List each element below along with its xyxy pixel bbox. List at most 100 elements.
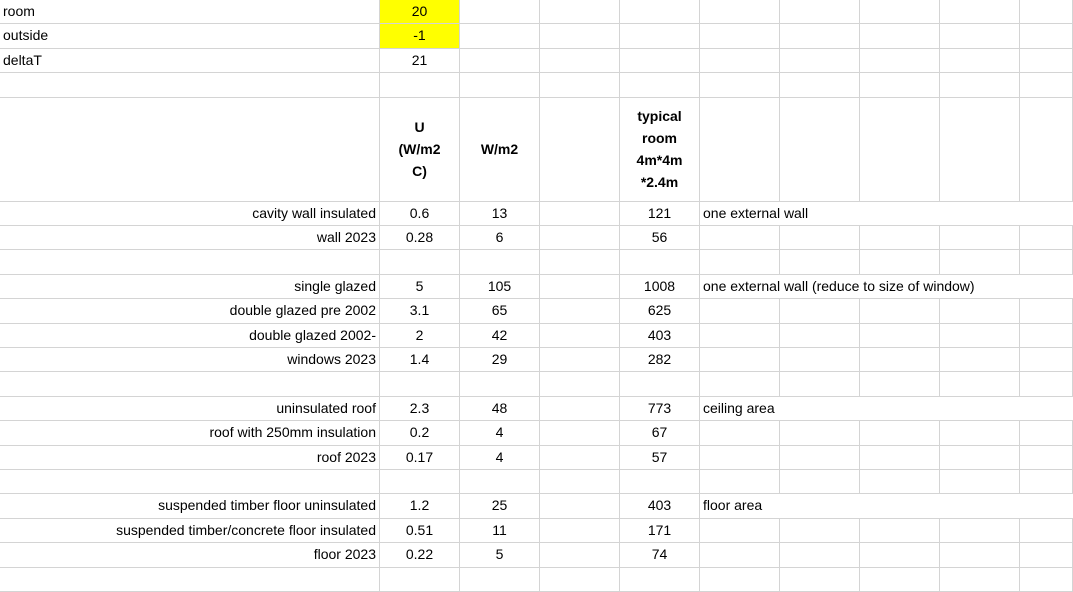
param-row-2-cell-2[interactable] (460, 48, 540, 74)
u-value[interactable]: 0.51 (380, 518, 460, 544)
data-row-11-cell-9[interactable] (1020, 348, 1073, 373)
u-value[interactable]: 1.4 (380, 348, 460, 373)
param-row-2-cell-3[interactable] (540, 48, 620, 74)
empty-cell[interactable] (540, 299, 620, 324)
data-row-18-cell-5[interactable] (700, 518, 780, 544)
note-row-cell-9[interactable] (1020, 494, 1073, 519)
note-row-cell-6[interactable] (780, 494, 860, 519)
wm2-value[interactable]: 29 (460, 348, 540, 373)
blank-row-12-cell-9[interactable] (1020, 372, 1073, 397)
empty-cell[interactable] (540, 274, 620, 300)
param-row-0-cell-9[interactable] (1020, 0, 1073, 25)
data-row-10-cell-5[interactable] (700, 323, 780, 348)
blank-row-20-cell-2[interactable] (460, 567, 540, 592)
empty-cell[interactable] (540, 445, 620, 470)
blank-row-16-cell-8[interactable] (940, 470, 1020, 495)
param-row-0-cell-7[interactable] (860, 0, 940, 25)
blank-row-12-cell-6[interactable] (780, 372, 860, 397)
data-row-19-cell-7[interactable] (860, 543, 940, 568)
data-row-11-cell-5[interactable] (700, 348, 780, 373)
blank-row-16-cell-9[interactable] (1020, 470, 1073, 495)
data-row-6-cell-5[interactable] (700, 226, 780, 251)
data-row-15-cell-6[interactable] (780, 445, 860, 470)
blank-row-20-cell-3[interactable] (540, 567, 620, 592)
data-row-18-cell-6[interactable] (780, 518, 860, 544)
note-row-cell-8[interactable] (940, 202, 1020, 226)
blank-row-7-cell-7[interactable] (860, 250, 940, 275)
param-row-1-cell-2[interactable] (460, 24, 540, 49)
note-row-cell-6[interactable] (780, 275, 860, 300)
data-row-19-cell-8[interactable] (940, 543, 1020, 568)
blank-row-3-cell-5[interactable] (700, 73, 780, 98)
data-row-14-cell-8[interactable] (940, 421, 1020, 446)
param-row-2-cell-9[interactable] (1020, 48, 1073, 74)
data-row-6-cell-9[interactable] (1020, 226, 1073, 251)
room-value[interactable]: 773 (620, 396, 700, 422)
data-row-19-cell-5[interactable] (700, 543, 780, 568)
blank-row-3-cell-2[interactable] (460, 73, 540, 98)
data-row-9-cell-6[interactable] (780, 299, 860, 324)
wm2-value[interactable]: 105 (460, 274, 540, 300)
blank-row-12-cell-2[interactable] (460, 372, 540, 397)
wm2-value[interactable]: 13 (460, 201, 540, 226)
header-row-cell-9[interactable] (1020, 97, 1073, 202)
note-row-cell-7[interactable] (860, 397, 940, 422)
data-row-6-cell-6[interactable] (780, 226, 860, 251)
empty-cell[interactable] (540, 323, 620, 348)
param-row-0-cell-5[interactable] (700, 0, 780, 25)
u-value[interactable]: 5 (380, 274, 460, 300)
note-row-cell-9[interactable] (1020, 275, 1073, 300)
blank-row-7-cell-0[interactable] (0, 250, 380, 275)
param-row-0-cell-4[interactable] (620, 0, 700, 25)
blank-row-7-cell-6[interactable] (780, 250, 860, 275)
data-row-11-cell-7[interactable] (860, 348, 940, 373)
room-value[interactable]: 171 (620, 518, 700, 544)
blank-row-7-cell-9[interactable] (1020, 250, 1073, 275)
header-empty-cell[interactable] (540, 97, 620, 202)
u-value[interactable]: 1.2 (380, 494, 460, 519)
param-row-0-cell-2[interactable] (460, 0, 540, 25)
data-row-14-cell-6[interactable] (780, 421, 860, 446)
header-row-cell-5[interactable] (700, 97, 780, 202)
empty-cell[interactable] (540, 226, 620, 251)
blank-row-20-cell-8[interactable] (940, 567, 1020, 592)
empty-cell[interactable] (540, 396, 620, 422)
u-value[interactable]: 0.22 (380, 543, 460, 568)
wm2-value[interactable]: 6 (460, 226, 540, 251)
data-row-15-cell-8[interactable] (940, 445, 1020, 470)
blank-row-7-cell-1[interactable] (380, 250, 460, 275)
param-row-2-cell-6[interactable] (780, 48, 860, 74)
room-value[interactable]: 403 (620, 323, 700, 348)
blank-row-3-cell-3[interactable] (540, 73, 620, 98)
empty-cell[interactable] (540, 494, 620, 519)
blank-row-12-cell-5[interactable] (700, 372, 780, 397)
header-row-cell-7[interactable] (860, 97, 940, 202)
param-row-1-cell-5[interactable] (700, 24, 780, 49)
data-row-6-cell-7[interactable] (860, 226, 940, 251)
header-row-cell-6[interactable] (780, 97, 860, 202)
data-row-14-cell-5[interactable] (700, 421, 780, 446)
empty-cell[interactable] (540, 543, 620, 568)
blank-row-3-cell-7[interactable] (860, 73, 940, 98)
blank-row-3-cell-9[interactable] (1020, 73, 1073, 98)
param-row-2-cell-5[interactable] (700, 48, 780, 74)
empty-cell[interactable] (540, 518, 620, 544)
u-value[interactable]: 2 (380, 323, 460, 348)
blank-row-16-cell-4[interactable] (620, 470, 700, 495)
data-row-19-cell-6[interactable] (780, 543, 860, 568)
blank-row-3-cell-6[interactable] (780, 73, 860, 98)
blank-row-7-cell-4[interactable] (620, 250, 700, 275)
param-row-0-cell-3[interactable] (540, 0, 620, 25)
data-row-6-cell-8[interactable] (940, 226, 1020, 251)
blank-row-20-cell-1[interactable] (380, 567, 460, 592)
param-value[interactable]: 21 (380, 48, 460, 74)
blank-row-12-cell-0[interactable] (0, 372, 380, 397)
data-row-18-cell-9[interactable] (1020, 518, 1073, 544)
empty-cell[interactable] (540, 421, 620, 446)
blank-row-20-cell-6[interactable] (780, 567, 860, 592)
blank-row-16-cell-3[interactable] (540, 470, 620, 495)
blank-row-3-cell-8[interactable] (940, 73, 1020, 98)
room-value[interactable]: 67 (620, 421, 700, 446)
u-value[interactable]: 0.17 (380, 445, 460, 470)
